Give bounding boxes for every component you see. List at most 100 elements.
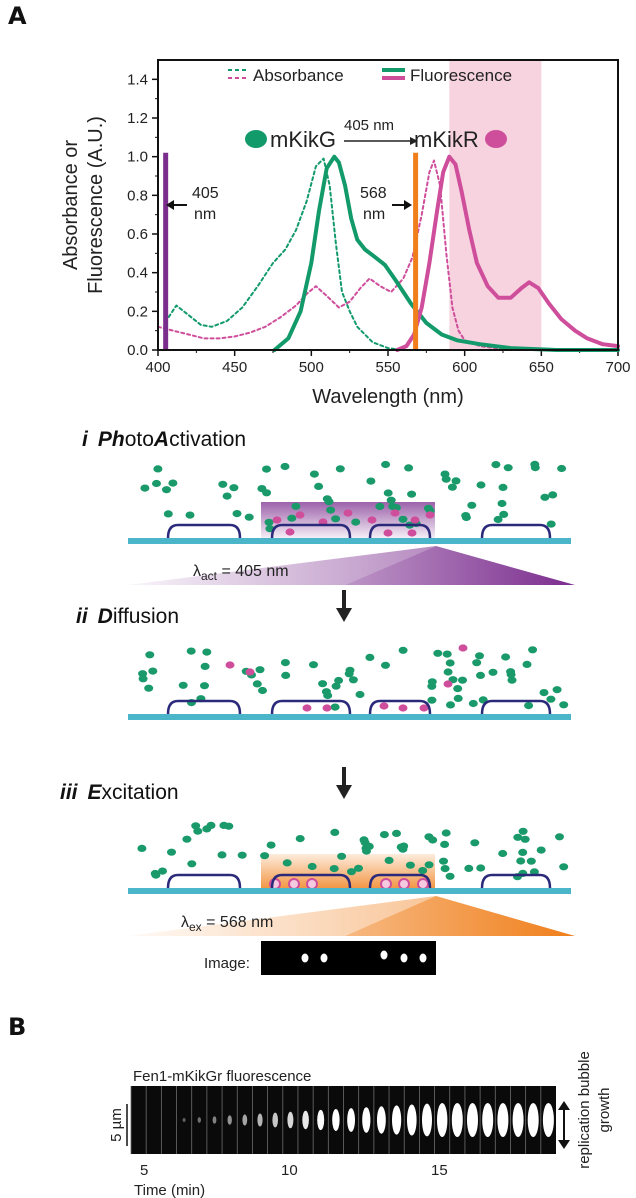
kymo-signal: [437, 1103, 448, 1137]
arrow-568-head: [404, 200, 412, 210]
fluorophore-green: [530, 464, 540, 472]
fluorophore-green: [217, 851, 227, 859]
fluorophore-magenta: [390, 509, 400, 517]
fluorophore-magenta: [367, 516, 377, 524]
mkikg-fluorescence-curve: [272, 154, 620, 352]
fluorophore-green: [381, 661, 390, 669]
fluorophore-green: [347, 868, 356, 876]
fluorophore-green: [257, 485, 267, 493]
fluorophore-green: [345, 666, 355, 674]
image-label: Image:: [204, 955, 250, 972]
fluorophore-green: [351, 518, 361, 526]
conversion-arrowhead: [410, 137, 418, 145]
replication-bubble: [166, 523, 242, 539]
fluorophore-green: [433, 649, 443, 657]
kymo-signal: [257, 1113, 263, 1127]
panel-letter-a: A: [8, 2, 27, 30]
fluorophore-green: [331, 682, 341, 690]
mkikr-fluorescence-curve: [395, 154, 620, 352]
fluorophore-green: [520, 835, 530, 843]
excited-fluorophore: [269, 878, 281, 890]
fluorophore-green: [424, 861, 434, 869]
lambda-act-label: λact = 405 nm: [193, 563, 289, 583]
dna-track-1: [128, 538, 571, 544]
step2-loops: [166, 699, 552, 715]
x-tick-label: 650: [529, 359, 554, 376]
kymo-signal: [512, 1103, 524, 1137]
fluorophore-green: [559, 701, 569, 709]
fluorophore-green: [241, 667, 251, 675]
fluorophore-green: [518, 869, 528, 878]
replication-bubble: [368, 699, 432, 715]
replication-bubble: [270, 523, 352, 539]
fluorophore-green: [499, 510, 509, 518]
fluorophore-green: [187, 860, 197, 868]
fluorophore-green: [280, 462, 290, 471]
fluorophore-green: [425, 507, 435, 515]
fluorophore-green: [330, 828, 340, 837]
conversion-to: mKikR: [414, 127, 479, 152]
kymo-signal: [332, 1109, 340, 1131]
fluorophore-green: [287, 514, 297, 522]
fluorophore-green: [470, 839, 480, 847]
fluorophore-green: [391, 504, 401, 512]
fluorophore-magenta: [398, 704, 408, 712]
fluorophore-green: [202, 648, 212, 656]
fluorophore-green: [461, 513, 471, 522]
fluorophore-green: [424, 833, 434, 841]
y-tick-label: 0.8: [127, 187, 148, 204]
fluorophore-green: [200, 662, 210, 671]
fluorophore-green: [453, 694, 463, 703]
fluorophore-green: [491, 461, 501, 469]
fluorophore-green: [522, 660, 532, 669]
fluorophore-green: [379, 831, 389, 839]
y-tick-label: 0.4: [127, 265, 148, 282]
fluorophore-green: [291, 502, 301, 510]
fluorophore-green: [472, 659, 482, 667]
fluorophore-green: [467, 501, 477, 509]
step1-molecules: [140, 460, 567, 537]
fluorophore-green: [138, 675, 148, 683]
fluorophore-green: [322, 495, 332, 503]
fluorophore-green: [145, 651, 155, 659]
fluorophore-green: [458, 676, 467, 684]
fluorophore-green: [281, 671, 291, 680]
x-tick-label: 600: [452, 359, 477, 376]
fluorophore-green: [255, 666, 265, 674]
kymo-signal: [467, 1103, 478, 1137]
fluorophore-green: [185, 511, 195, 519]
fluorophore-green: [498, 849, 508, 858]
replication-bubble: [480, 523, 552, 539]
fluorophore-green: [440, 865, 450, 873]
fluorophore-green: [265, 525, 275, 533]
fluorophore-green: [529, 868, 539, 876]
replication-bubble: [270, 699, 352, 715]
fluorophore-green: [506, 670, 516, 679]
fluorophore-green: [361, 844, 371, 852]
fluorophore-green: [398, 845, 408, 853]
fluorophore-green: [441, 475, 451, 483]
fluorophore-green: [518, 848, 528, 857]
fluorophore-green: [266, 841, 276, 849]
excited-fluorophore: [417, 878, 429, 890]
activation-box: [261, 502, 435, 538]
excitation-box: [261, 854, 435, 890]
x-tick-label: 700: [605, 359, 630, 376]
arrow-405-head: [166, 200, 174, 210]
y-tick-label: 0.6: [127, 226, 148, 243]
image-box: [261, 941, 436, 975]
legend-absorbance-label: Absorbance: [253, 66, 344, 85]
step-diffusion-title: ii Diffusion: [76, 605, 180, 628]
label-405-value: 405: [192, 185, 219, 202]
fluorophore-magenta: [302, 704, 312, 712]
fluorophore-green: [498, 483, 508, 491]
replication-bubble: [166, 873, 242, 889]
fluorophore-green: [447, 483, 457, 491]
fluorophore-green: [191, 822, 201, 830]
fluorophore-green: [375, 502, 385, 510]
fluorophore-green: [530, 460, 540, 468]
activation-beam-right: [345, 546, 575, 585]
fluorophore-green: [476, 671, 485, 680]
fluorophore-green: [388, 502, 398, 511]
fluorophore-green: [295, 835, 305, 843]
